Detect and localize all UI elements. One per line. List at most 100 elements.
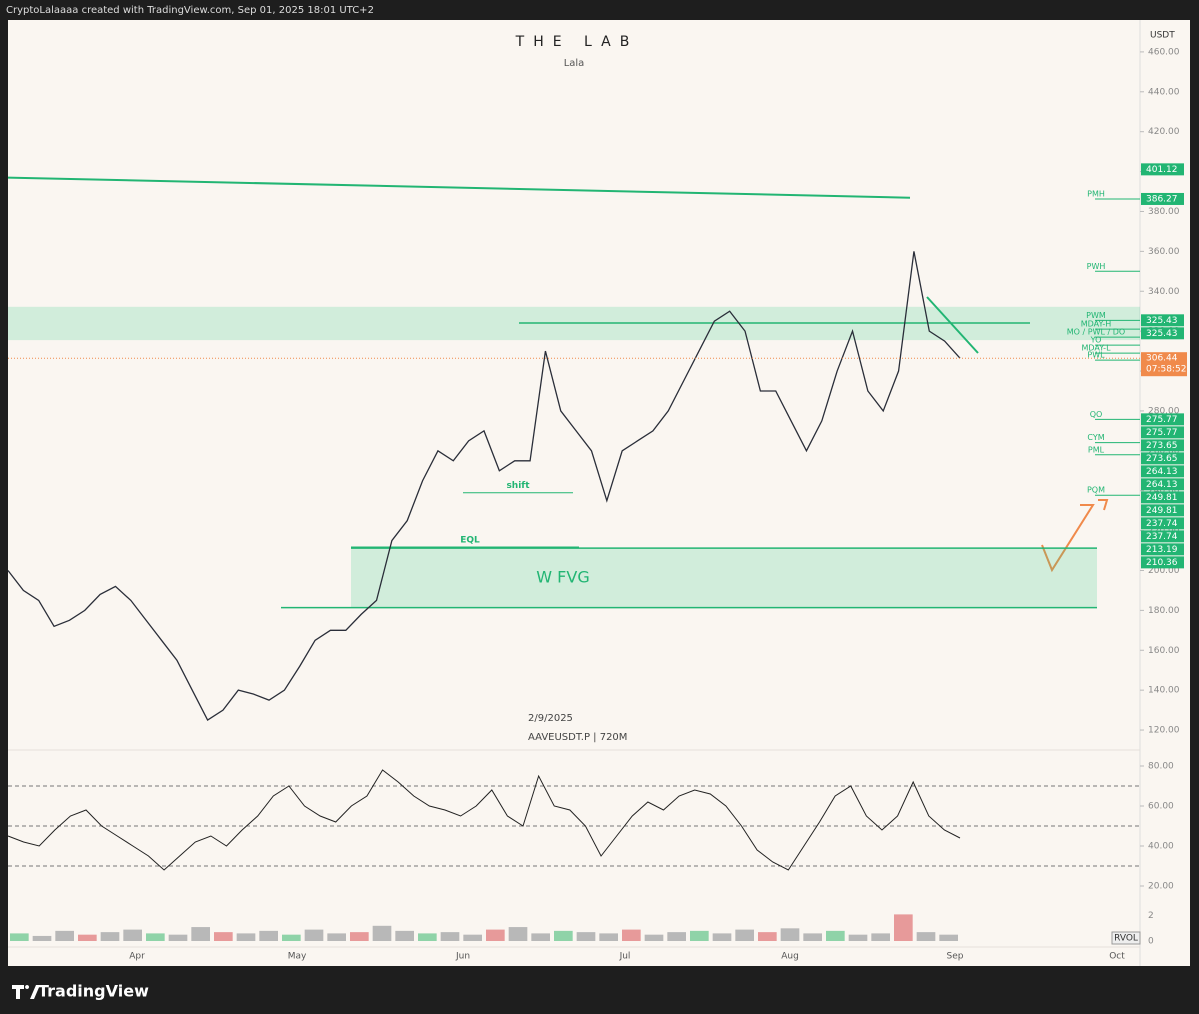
volume-bar — [576, 932, 596, 941]
watermark-symbol: AAVEUSDT.P | 720M — [528, 732, 627, 743]
volume-bar — [894, 914, 913, 941]
y-tick-label: 380.00 — [1148, 207, 1180, 217]
arrow-head — [1098, 499, 1109, 511]
watermark-date: 2/9/2025 — [528, 713, 573, 724]
price-label: 264.13 — [1146, 467, 1178, 477]
level-label: PWM — [1086, 311, 1106, 320]
chart-area — [8, 20, 1190, 966]
price-label-box — [1141, 491, 1184, 504]
volume-bar — [350, 932, 369, 941]
last-price-box — [1141, 352, 1187, 377]
title: THE LAB — [515, 34, 639, 50]
volume-bar — [508, 927, 528, 941]
x-tick-label: Jun — [455, 952, 470, 962]
volume-bar — [848, 934, 868, 941]
price-label-box — [1141, 543, 1184, 556]
level-label: PWL — [1087, 351, 1105, 360]
footer-bar — [0, 966, 1199, 1014]
volume-bar — [191, 927, 210, 941]
rsi-line — [7, 769, 961, 871]
zone — [351, 548, 1097, 608]
y-tick-label: 120.00 — [1148, 726, 1180, 736]
volume-bar — [440, 932, 460, 941]
volume-bar — [463, 934, 482, 941]
price-label: 213.19 — [1146, 545, 1178, 555]
price-label-box — [1141, 465, 1184, 478]
y-tick-label: 340.00 — [1148, 287, 1180, 297]
price-label: 249.81 — [1146, 493, 1178, 503]
y-tick-label: 2 — [1148, 911, 1154, 921]
y-tick-label: 240.00 — [1148, 486, 1180, 496]
header-bar — [0, 0, 1199, 18]
volume-bar — [10, 933, 29, 941]
volume-bar — [939, 934, 958, 941]
arrow — [1041, 504, 1095, 573]
x-tick-label: Apr — [129, 952, 145, 962]
subtitle: Lala — [564, 58, 585, 69]
price-label: 325.43 — [1146, 316, 1178, 326]
price-label-box — [1141, 314, 1184, 327]
volume-bar — [554, 930, 573, 941]
credit: CryptoLalaaaa created with TradingView.c… — [6, 5, 374, 16]
volume-bar — [599, 933, 618, 941]
price-line — [7, 251, 961, 722]
price-label-box — [1141, 530, 1184, 543]
volume-bar — [168, 934, 188, 941]
x-tick-label: Aug — [781, 952, 799, 962]
brand: TradingView — [38, 982, 149, 1001]
y-tick-label: 180.00 — [1148, 606, 1180, 616]
y-tick-label: 60.00 — [1148, 802, 1174, 812]
volume-bar — [758, 932, 777, 941]
volume-bar — [712, 933, 732, 941]
price-label-box — [1141, 478, 1184, 491]
volume-bar — [531, 933, 550, 941]
price-label: 273.65 — [1146, 441, 1178, 451]
price-label-box — [1141, 192, 1184, 205]
y-tick-label: 140.00 — [1148, 686, 1180, 696]
price-label: 237.74 — [1146, 532, 1178, 542]
price-label: 273.65 — [1146, 454, 1178, 464]
price-label-box — [1141, 439, 1184, 452]
volume-bar — [803, 933, 822, 941]
x-tick-label: May — [288, 952, 307, 962]
volume-bar — [395, 930, 414, 941]
note-label: EQL — [460, 535, 480, 545]
currency: USDT — [1150, 31, 1175, 41]
x-tick-label: Sep — [947, 952, 964, 962]
level-label: PWH — [1087, 262, 1106, 271]
volume-bar — [735, 929, 754, 941]
volume-bar — [100, 932, 120, 941]
level-label: QO — [1090, 410, 1103, 419]
y-tick-label: 160.00 — [1148, 646, 1180, 656]
price-label: 275.77 — [1146, 415, 1178, 425]
volume-bar — [644, 934, 664, 941]
level-label: CYM — [1087, 433, 1104, 442]
price-label-box — [1141, 327, 1184, 340]
level-label: MDAY-H — [1081, 320, 1112, 329]
price-label: 325.43 — [1146, 329, 1178, 339]
x-tick-label: Jul — [619, 952, 631, 962]
volume-bar — [55, 930, 74, 941]
price-label-box — [1141, 504, 1184, 517]
y-tick-label: 80.00 — [1148, 762, 1174, 772]
volume-bar — [123, 929, 142, 941]
price-label: 210.36 — [1146, 558, 1178, 568]
last-price: 306.44 — [1146, 354, 1178, 364]
volume-bar — [916, 932, 936, 941]
countdown: 07:58:52 — [1146, 365, 1186, 375]
volume-bar — [259, 930, 278, 941]
y-tick-label: 440.00 — [1148, 87, 1180, 97]
y-tick-label: 460.00 — [1148, 47, 1180, 57]
price-label-box — [1141, 452, 1184, 465]
price-label-box — [1141, 413, 1184, 426]
price-label-box — [1141, 556, 1184, 569]
level-label: PML — [1088, 445, 1105, 454]
volume-bar — [667, 932, 686, 941]
zone-label: W FVG — [536, 567, 589, 586]
y-tick-label: 200.00 — [1148, 566, 1180, 576]
level-label: MO / PWL / DO — [1067, 328, 1125, 337]
trendline — [7, 176, 911, 199]
volume-bar — [146, 933, 165, 941]
down-trend — [926, 296, 979, 354]
